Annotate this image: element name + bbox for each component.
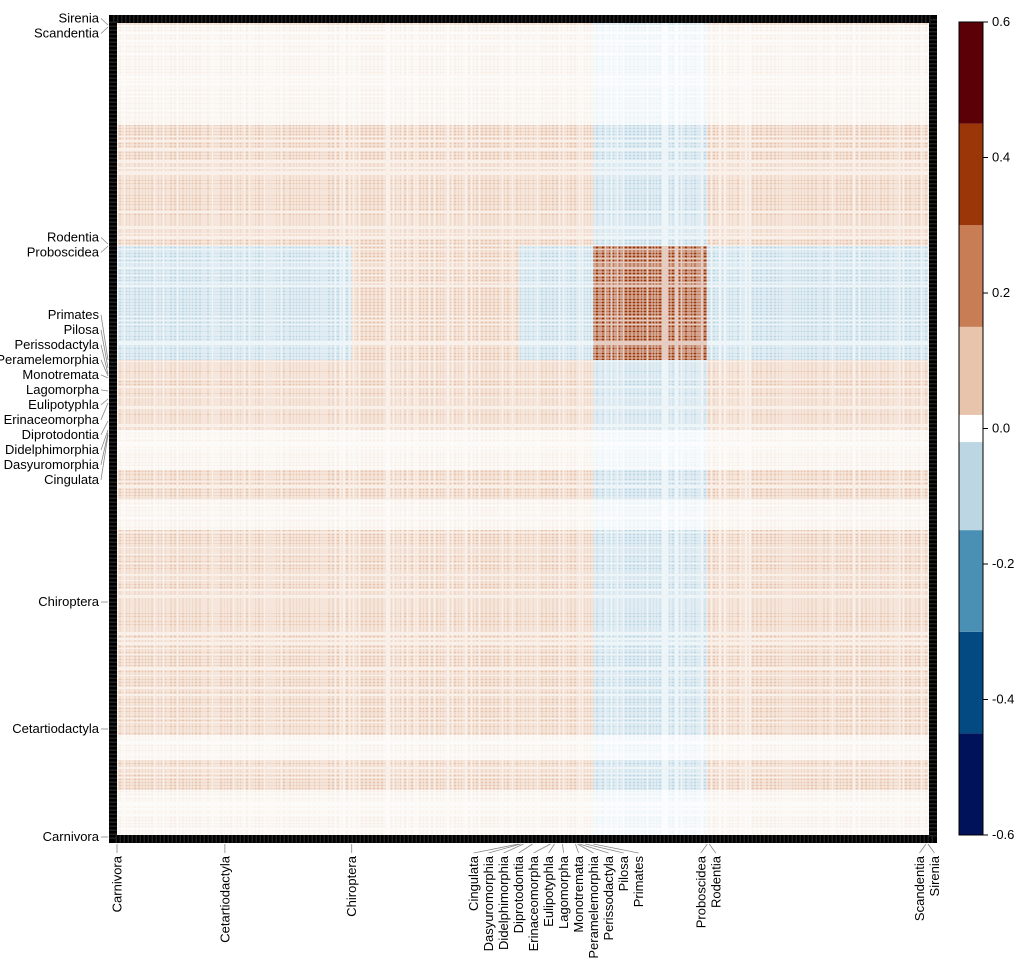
y-label-leader (100, 420, 109, 436)
x-tick-label: Dasyuromorphia (481, 855, 496, 951)
x-label-leader (919, 843, 927, 854)
colorbar-band (959, 442, 983, 531)
y-label-leader (100, 344, 109, 375)
x-tick-label: Diprotodontia (511, 855, 526, 933)
colorbar-band (959, 733, 983, 835)
colorbar-tick-label: 0.2 (992, 285, 1010, 300)
y-tick-label: Pilosa (64, 322, 100, 337)
y-label-leader (100, 314, 109, 361)
colorbar-tick-label: -0.4 (992, 692, 1014, 707)
colorbar-band (959, 414, 983, 443)
y-tick-label: Didelphimorphia (5, 442, 100, 457)
y-tick-label: Chiroptera (38, 594, 99, 609)
colorbar-tick-label: -0.6 (992, 827, 1014, 842)
x-label-leader (579, 843, 609, 854)
y-label-leader (100, 245, 109, 253)
y-tick-label: Diprotodontia (22, 427, 100, 442)
y-label-leader (100, 398, 109, 406)
x-tick-label: Primates (631, 856, 646, 908)
colorbar-tick-label: 0.6 (992, 14, 1010, 29)
x-label-leader (503, 843, 524, 854)
colorbar-band (959, 123, 983, 226)
plot-frame (109, 15, 937, 843)
x-label-leader (577, 843, 594, 854)
x-tick-label: Peramelemorphia (586, 855, 601, 958)
x-label-leader (575, 843, 580, 854)
colorbar-tick-label: 0.0 (992, 421, 1010, 436)
x-label-leader (518, 843, 533, 854)
x-label-leader (488, 843, 521, 854)
colorbar-tick-label: 0.4 (992, 150, 1010, 165)
y-label-leader (100, 374, 109, 379)
y-tick-label: Rodentia (47, 230, 100, 245)
y-tick-label: Cingulata (44, 472, 100, 487)
y-tick-label: Lagomorpha (26, 382, 100, 397)
y-tick-label: Carnivora (43, 829, 100, 844)
x-tick-label: Lagomorpha (556, 855, 571, 929)
label-leader-lines (100, 18, 935, 854)
y-label-leader (100, 359, 109, 377)
y-tick-label: Erinaceomorpha (4, 412, 100, 427)
y-tick-label: Proboscidea (27, 245, 100, 260)
y-tick-label: Monotremata (22, 367, 99, 382)
x-tick-label: Rodentia (708, 855, 723, 908)
x-label-leader (585, 843, 624, 854)
y-label-leader (100, 434, 109, 480)
y-label-leader (100, 432, 109, 465)
x-tick-label: Perissodactyla (601, 855, 616, 940)
x-tick-label: Cetartiodactyla (217, 855, 232, 942)
y-tick-label: Cetartiodactyla (12, 721, 99, 736)
x-tick-label: Monotremata (571, 855, 586, 932)
y-tick-label: Primates (48, 307, 100, 322)
y-label-leader (100, 18, 109, 26)
x-tick-label: Carnivora (110, 855, 125, 912)
y-label-leader (100, 389, 109, 392)
y-tick-label: Perissodactyla (14, 337, 99, 352)
colorbar-tick-label: -0.2 (992, 556, 1014, 571)
x-tick-label: Didelphimorphia (496, 855, 511, 950)
x-label-leader (562, 843, 565, 854)
colorbar-band (959, 326, 983, 415)
y-tick-label: Eulipotyphla (28, 397, 100, 412)
colorbar-band (959, 631, 983, 734)
x-label-leader (533, 843, 551, 854)
x-label-leader (708, 843, 717, 854)
y-tick-label: Scandentia (34, 26, 100, 41)
y-label-leader (100, 402, 109, 420)
x-tick-label: Scandentia (912, 855, 927, 921)
y-label-leader (100, 26, 109, 34)
colorbar-band (959, 22, 983, 124)
x-tick-label: Proboscidea (693, 855, 708, 928)
x-label-leader (548, 843, 555, 854)
y-tick-label: Dasyuromorphia (4, 457, 100, 472)
x-tick-label: Chiroptera (344, 855, 359, 916)
y-label-leader (100, 429, 109, 450)
x-label-leader (593, 843, 639, 854)
y-tick-label: Peramelemorphia (0, 352, 100, 367)
y-tick-label: Sirenia (59, 11, 100, 26)
colorbar-band (959, 530, 983, 632)
colorbar-band (959, 225, 983, 327)
x-label-leader (473, 843, 519, 854)
colorbar: 0.6 0.4 0.2 0.0 -0.2 -0.4 -0.6 (958, 14, 1014, 842)
x-label-leader (927, 843, 935, 854)
x-tick-label: Sirenia (927, 855, 942, 896)
x-axis-labels: Carnivora Cetartiodactyla Chiroptera Cingul… (110, 855, 943, 958)
x-label-leader (700, 843, 708, 854)
x-tick-label: Cingulata (466, 855, 481, 911)
y-label-leader (100, 237, 109, 245)
x-tick-label: Pilosa (616, 855, 631, 891)
x-tick-label: Erinaceomorpha (526, 855, 541, 951)
y-axis-labels: Carnivora Cetartiodactyla Chiroptera Cingul… (0, 11, 100, 845)
y-label-leader (100, 329, 109, 369)
x-tick-label: Eulipotyphla (541, 855, 556, 927)
